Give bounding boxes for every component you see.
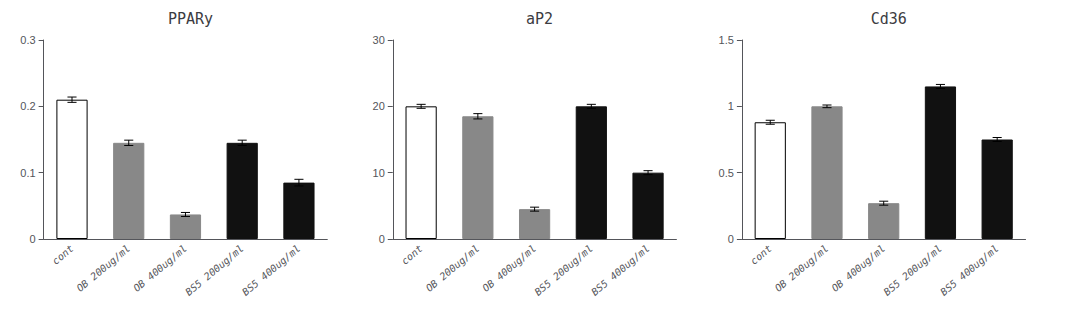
svg-text:OB 200ug/ml: OB 200ug/ml (773, 243, 831, 294)
svg-text:aP2: aP2 (526, 10, 553, 28)
svg-text:OB 400ug/ml: OB 400ug/ml (480, 243, 538, 294)
svg-text:BS5 200ug/ml: BS5 200ug/ml (183, 243, 245, 298)
svg-text:BS5 200ug/ml: BS5 200ug/ml (532, 243, 594, 298)
svg-text:0.5: 0.5 (719, 167, 734, 179)
svg-text:10: 10 (373, 167, 385, 179)
svg-text:OB 200ug/ml: OB 200ug/ml (424, 243, 482, 294)
svg-text:0: 0 (30, 233, 36, 245)
svg-text:OB 400ug/ml: OB 400ug/ml (829, 243, 887, 294)
svg-text:Cd36: Cd36 (871, 10, 907, 28)
svg-text:1: 1 (728, 100, 734, 112)
svg-text:BS5 400ug/ml: BS5 400ug/ml (589, 243, 651, 298)
svg-text:0: 0 (379, 233, 385, 245)
svg-text:30: 30 (373, 34, 385, 46)
svg-text:0: 0 (728, 233, 734, 245)
svg-text:PPARy: PPARy (168, 10, 213, 28)
svg-text:OB 200ug/ml: OB 200ug/ml (74, 243, 132, 294)
svg-text:0.1: 0.1 (20, 167, 35, 179)
svg-text:OB 400ug/ml: OB 400ug/ml (131, 243, 189, 294)
svg-text:0.2: 0.2 (20, 100, 35, 112)
svg-text:BS5 400ug/ml: BS5 400ug/ml (938, 243, 1000, 298)
svg-text:BS5 400ug/ml: BS5 400ug/ml (240, 243, 302, 298)
svg-text:20: 20 (373, 100, 385, 112)
svg-text:0.3: 0.3 (20, 34, 35, 46)
svg-text:cont: cont (50, 243, 76, 267)
svg-text:1.5: 1.5 (719, 34, 734, 46)
svg-text:cont: cont (399, 243, 425, 267)
svg-text:cont: cont (748, 243, 774, 267)
svg-text:BS5 200ug/ml: BS5 200ug/ml (882, 243, 944, 298)
